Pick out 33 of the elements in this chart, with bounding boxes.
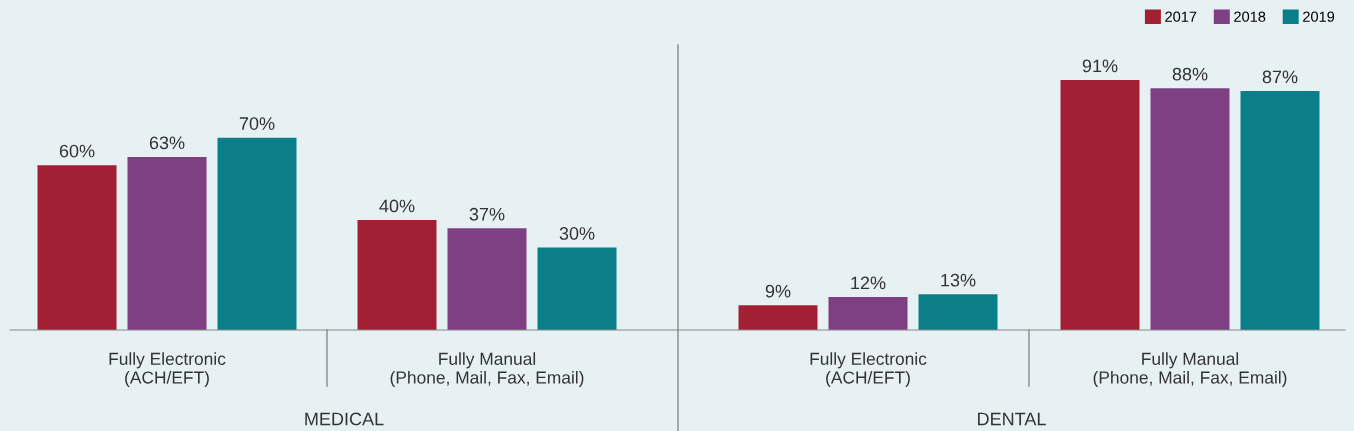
x-tick-label: Fully Electronic (ACH/EFT): [109, 352, 226, 388]
bar: [738, 305, 818, 330]
bar: [357, 220, 437, 330]
data-label: 37%: [469, 207, 505, 221]
x-axis-title: DENTAL: [978, 412, 1046, 426]
bar: [918, 294, 998, 330]
legend-label: 2019: [1303, 11, 1335, 22]
data-label: 13%: [941, 273, 976, 287]
x-tick-label: Fully Manual (Phone, Mail, Fax, Email): [1093, 352, 1287, 388]
x-tick-label: Fully Electronic (ACH/EFT): [810, 352, 927, 388]
legend-label: 2017: [1165, 11, 1197, 22]
bar: [1060, 80, 1140, 330]
data-label: 12%: [851, 276, 886, 290]
bar: [447, 228, 527, 330]
data-label: 60%: [59, 144, 95, 158]
data-label: 63%: [149, 136, 185, 150]
bar: [537, 247, 617, 330]
data-label: 70%: [239, 117, 275, 130]
data-label: 9%: [765, 284, 791, 298]
data-label: 40%: [379, 199, 415, 213]
bar: [217, 137, 297, 330]
data-label: 88%: [1172, 67, 1208, 81]
x-tick-label: Fully Manual (Phone, Mail, Fax, Email): [390, 352, 584, 388]
data-label: 91%: [1082, 59, 1118, 73]
bar: [828, 297, 908, 330]
bar: [1240, 90, 1320, 330]
bar: [1150, 88, 1230, 330]
data-label: 30%: [559, 227, 595, 240]
bar: [127, 156, 207, 330]
bar: [37, 165, 117, 330]
data-label: 87%: [1262, 70, 1298, 84]
legend-label: 2018: [1234, 11, 1266, 22]
x-axis-title: MEDICAL: [305, 412, 384, 426]
